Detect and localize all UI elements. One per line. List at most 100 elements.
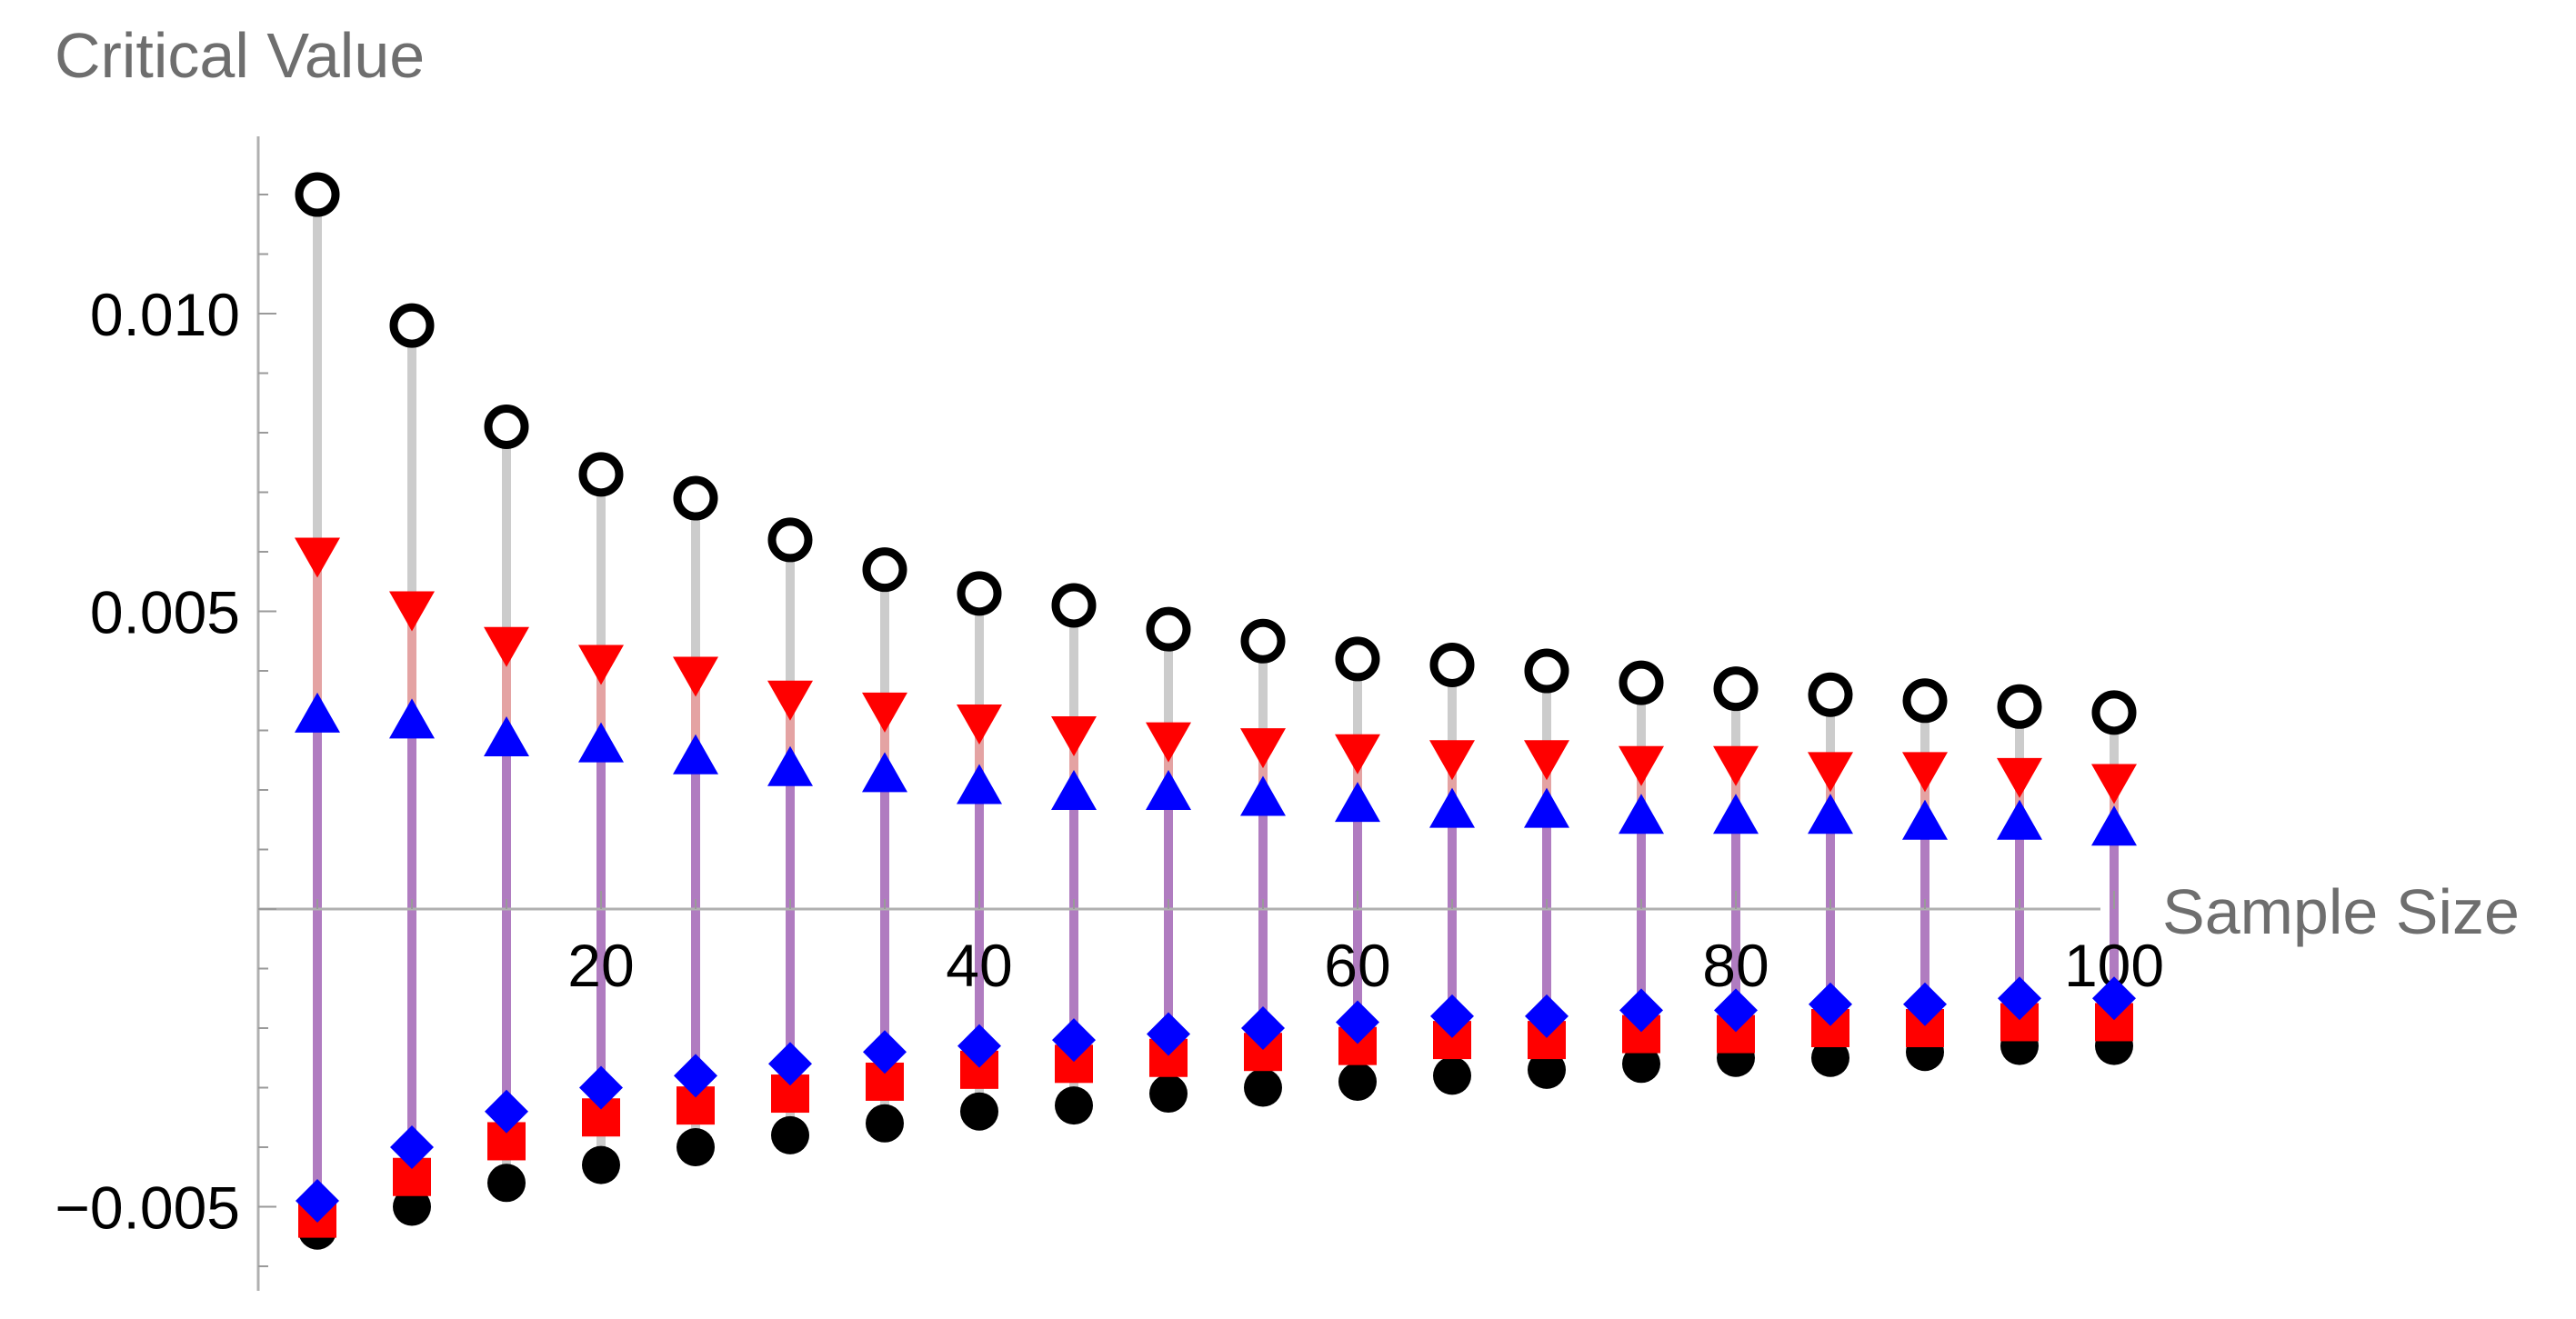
diamond-point bbox=[1052, 1018, 1096, 1063]
open-circle-point bbox=[389, 303, 435, 348]
down-triangle-point bbox=[767, 680, 813, 721]
filled-circle-point bbox=[771, 1115, 809, 1154]
filled-circle-point bbox=[1055, 1086, 1093, 1125]
up-triangle-point bbox=[1808, 794, 1853, 834]
open-circle-point bbox=[1997, 684, 2042, 729]
diamond-point bbox=[579, 1065, 623, 1110]
stems-layer bbox=[313, 195, 2119, 1231]
diamond-point bbox=[768, 1042, 812, 1086]
diamond-point bbox=[1147, 1012, 1190, 1056]
diamond-point bbox=[957, 1024, 1001, 1068]
down-triangle-point bbox=[1713, 745, 1759, 786]
down-triangle-point bbox=[957, 704, 1002, 744]
down-triangle-point bbox=[1146, 722, 1191, 763]
down-triangle-point bbox=[862, 692, 907, 733]
open-circle-point bbox=[1808, 672, 1853, 717]
filled-circle-point bbox=[677, 1128, 715, 1166]
up-triangle-point bbox=[673, 734, 718, 774]
down-triangle-point bbox=[1524, 740, 1569, 781]
diamond-point bbox=[1430, 994, 1474, 1038]
open-circle-point bbox=[1051, 583, 1097, 628]
up-triangle-point bbox=[1713, 794, 1759, 834]
up-triangle-point bbox=[1997, 799, 2042, 840]
up-triangle-point bbox=[957, 764, 1002, 804]
filled-circle-point bbox=[487, 1164, 526, 1203]
y-axis-title: Critical Value bbox=[55, 20, 425, 91]
up-triangle-point bbox=[295, 692, 340, 733]
open-circle-point bbox=[1902, 678, 1948, 724]
diamond-point bbox=[1998, 976, 2041, 1021]
up-triangle-point bbox=[1619, 794, 1664, 834]
markers-layer bbox=[295, 172, 2137, 1250]
open-circle-point bbox=[673, 475, 718, 521]
diamond-point bbox=[485, 1089, 528, 1134]
up-triangle-point bbox=[578, 722, 624, 763]
up-triangle-point bbox=[1051, 770, 1097, 810]
open-circle-point bbox=[484, 404, 529, 449]
y-tick-label: −0.005 bbox=[55, 1174, 240, 1242]
diamond-point bbox=[674, 1054, 717, 1098]
filled-circle-point bbox=[1622, 1044, 1660, 1084]
down-triangle-point bbox=[1429, 740, 1475, 781]
up-triangle-point bbox=[1240, 775, 1286, 816]
up-triangle-point bbox=[2091, 805, 2137, 846]
down-triangle-point bbox=[673, 656, 718, 697]
diamond-point bbox=[1809, 982, 1852, 1026]
up-triangle-point bbox=[767, 745, 813, 786]
down-triangle-point bbox=[1997, 757, 2042, 798]
x-axis-title: Sample Size bbox=[2162, 876, 2520, 947]
open-circle-point bbox=[957, 571, 1002, 616]
filled-circle-point bbox=[866, 1104, 904, 1143]
filled-circle-point bbox=[1338, 1062, 1377, 1101]
open-circle-point bbox=[1524, 648, 1569, 694]
diamond-point bbox=[1336, 1000, 1379, 1044]
down-triangle-point bbox=[1335, 734, 1380, 774]
open-circle-point bbox=[578, 452, 624, 497]
filled-circle-point bbox=[1433, 1056, 1471, 1095]
down-triangle-point bbox=[484, 626, 529, 667]
diamond-point bbox=[296, 1178, 339, 1223]
filled-circle-point bbox=[582, 1145, 620, 1184]
y-tick-label: 0.010 bbox=[90, 281, 240, 348]
down-triangle-point bbox=[1240, 728, 1286, 769]
open-circle-point bbox=[1713, 666, 1759, 712]
up-triangle-point bbox=[1429, 787, 1475, 828]
open-circle-point bbox=[862, 547, 907, 593]
up-triangle-point bbox=[389, 698, 435, 739]
open-circle-point bbox=[1146, 606, 1191, 652]
open-circle-point bbox=[1429, 642, 1475, 687]
filled-circle-point bbox=[1528, 1050, 1566, 1089]
up-triangle-point bbox=[1902, 799, 1948, 840]
open-circle-point bbox=[295, 172, 340, 217]
up-triangle-point bbox=[1335, 782, 1380, 823]
x-tick-label: 60 bbox=[1324, 932, 1390, 999]
diamond-point bbox=[390, 1125, 434, 1169]
open-circle-point bbox=[2091, 690, 2137, 735]
x-tick-label: 20 bbox=[567, 932, 634, 999]
diamond-point bbox=[1525, 994, 1569, 1038]
diamond-point bbox=[863, 1030, 907, 1074]
diamond-point bbox=[1619, 988, 1663, 1033]
up-triangle-point bbox=[1524, 787, 1569, 828]
down-triangle-point bbox=[1619, 745, 1664, 786]
down-triangle-point bbox=[295, 537, 340, 578]
up-triangle-point bbox=[862, 752, 907, 793]
open-circle-point bbox=[1619, 660, 1664, 705]
down-triangle-point bbox=[1902, 752, 1948, 793]
filled-circle-point bbox=[1244, 1068, 1282, 1107]
x-tick-label: 40 bbox=[946, 932, 1012, 999]
diamond-point bbox=[2092, 976, 2136, 1021]
open-circle-point bbox=[1335, 636, 1380, 682]
up-triangle-point bbox=[1146, 770, 1191, 810]
axes-layer bbox=[256, 136, 2100, 1291]
diamond-point bbox=[1714, 988, 1758, 1033]
y-tick-label: 0.005 bbox=[90, 579, 240, 646]
up-triangle-point bbox=[484, 716, 529, 757]
down-triangle-point bbox=[578, 645, 624, 685]
down-triangle-point bbox=[389, 591, 435, 632]
x-tick-label: 80 bbox=[1702, 932, 1769, 999]
down-triangle-point bbox=[1808, 752, 1853, 793]
diamond-point bbox=[1241, 1006, 1285, 1050]
